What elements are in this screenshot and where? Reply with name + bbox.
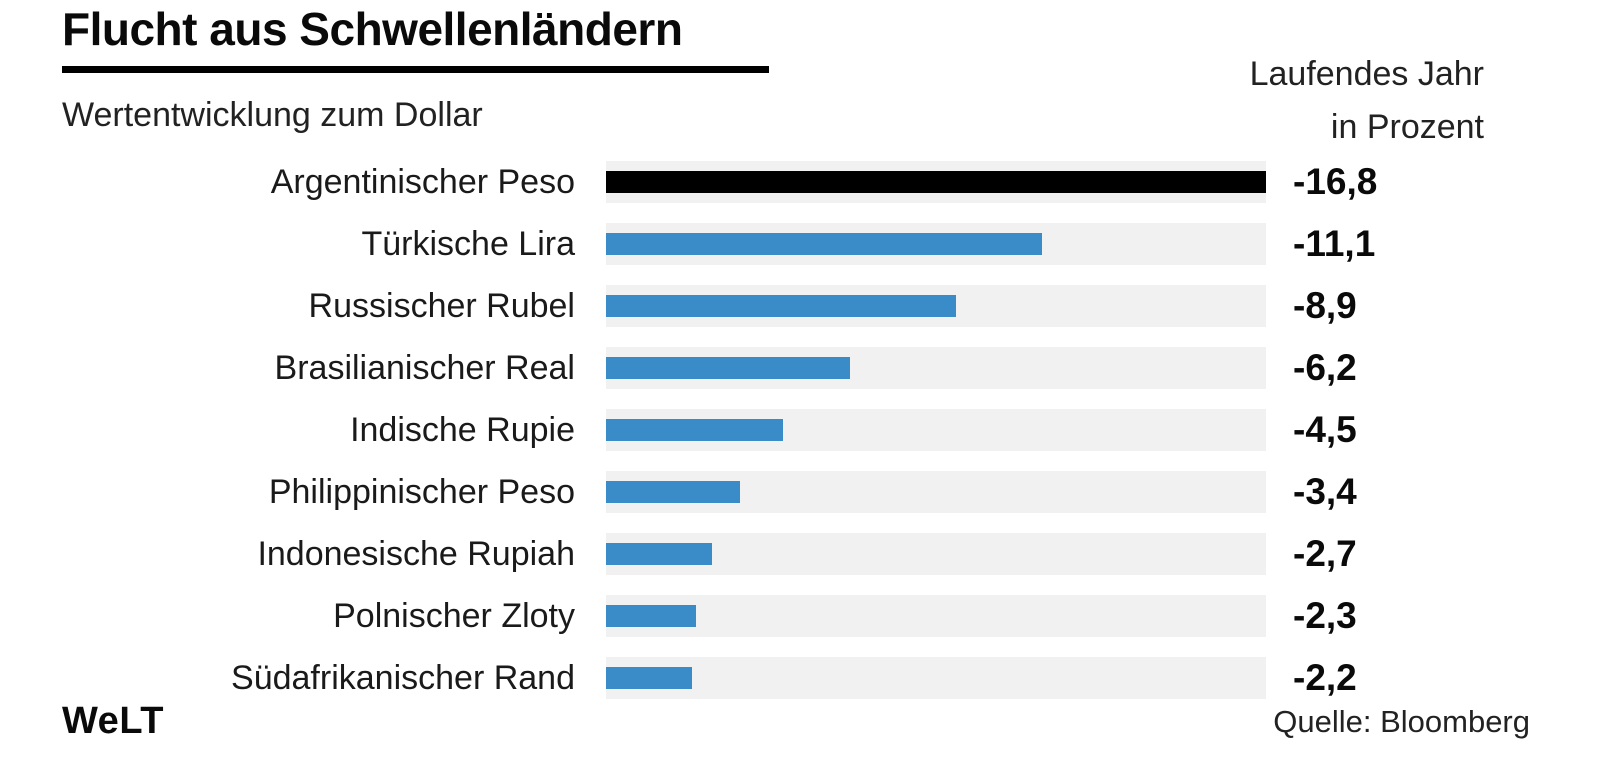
page-title: Flucht aus Schwellenländern (62, 3, 683, 55)
bar (606, 171, 1266, 193)
category-label: Türkische Lira (361, 224, 575, 263)
bar-track (606, 347, 1266, 389)
chart-row: Russischer Rubel -8,9 (0, 275, 1600, 337)
value-column-header: Laufendes Jahr in Prozent (1250, 48, 1484, 154)
title-underline (62, 66, 769, 73)
chart-row: Brasilianischer Real -6,2 (0, 337, 1600, 399)
chart-row: Argentinischer Peso -16,8 (0, 151, 1600, 213)
bar-track (606, 533, 1266, 575)
chart-row: Indonesische Rupiah -2,7 (0, 523, 1600, 585)
bar (606, 667, 693, 689)
source-credit: Quelle: Bloomberg (1273, 704, 1530, 739)
bar (606, 481, 740, 503)
value-label: -2,7 (1293, 533, 1357, 574)
welt-logo: WeLT (62, 700, 164, 742)
value-label: -2,3 (1293, 595, 1357, 636)
value-label: -11,1 (1293, 223, 1376, 264)
bar-track (606, 409, 1266, 451)
bar (606, 295, 956, 317)
bar (606, 419, 783, 441)
value-label: -8,9 (1293, 285, 1357, 326)
bar-track (606, 657, 1266, 699)
category-label: Indische Rupie (350, 410, 575, 449)
bar-track (606, 285, 1266, 327)
category-label: Südafrikanischer Rand (231, 658, 575, 697)
chart-row: Türkische Lira -11,1 (0, 213, 1600, 275)
chart-rows: Argentinischer Peso -16,8 Türkische Lira… (0, 151, 1600, 709)
bar-track (606, 223, 1266, 265)
bar-track (606, 161, 1266, 203)
category-label: Russischer Rubel (308, 286, 575, 325)
chart-row: Indische Rupie -4,5 (0, 399, 1600, 461)
bar (606, 605, 697, 627)
category-label: Philippinischer Peso (268, 472, 575, 511)
bar-track (606, 595, 1266, 637)
category-label: Brasilianischer Real (274, 348, 575, 387)
value-label: -6,2 (1293, 347, 1357, 388)
bar (606, 233, 1043, 255)
value-label: -2,2 (1293, 657, 1357, 698)
chart-row: Südafrikanischer Rand -2,2 (0, 647, 1600, 709)
category-label: Argentinischer Peso (270, 162, 575, 201)
value-label: -16,8 (1293, 161, 1378, 202)
chart-row: Philippinischer Peso -3,4 (0, 461, 1600, 523)
bar (606, 543, 713, 565)
bar (606, 357, 850, 379)
value-label: -3,4 (1293, 471, 1357, 512)
category-label: Polnischer Zloty (333, 596, 575, 635)
value-label: -4,5 (1293, 409, 1357, 450)
category-label: Indonesische Rupiah (257, 534, 575, 573)
value-header-line2: in Prozent (1330, 108, 1484, 146)
bar-track (606, 471, 1266, 513)
value-header-line1: Laufendes Jahr (1249, 55, 1484, 93)
chart-row: Polnischer Zloty -2,3 (0, 585, 1600, 647)
chart-subtitle: Wertentwicklung zum Dollar (62, 96, 483, 134)
